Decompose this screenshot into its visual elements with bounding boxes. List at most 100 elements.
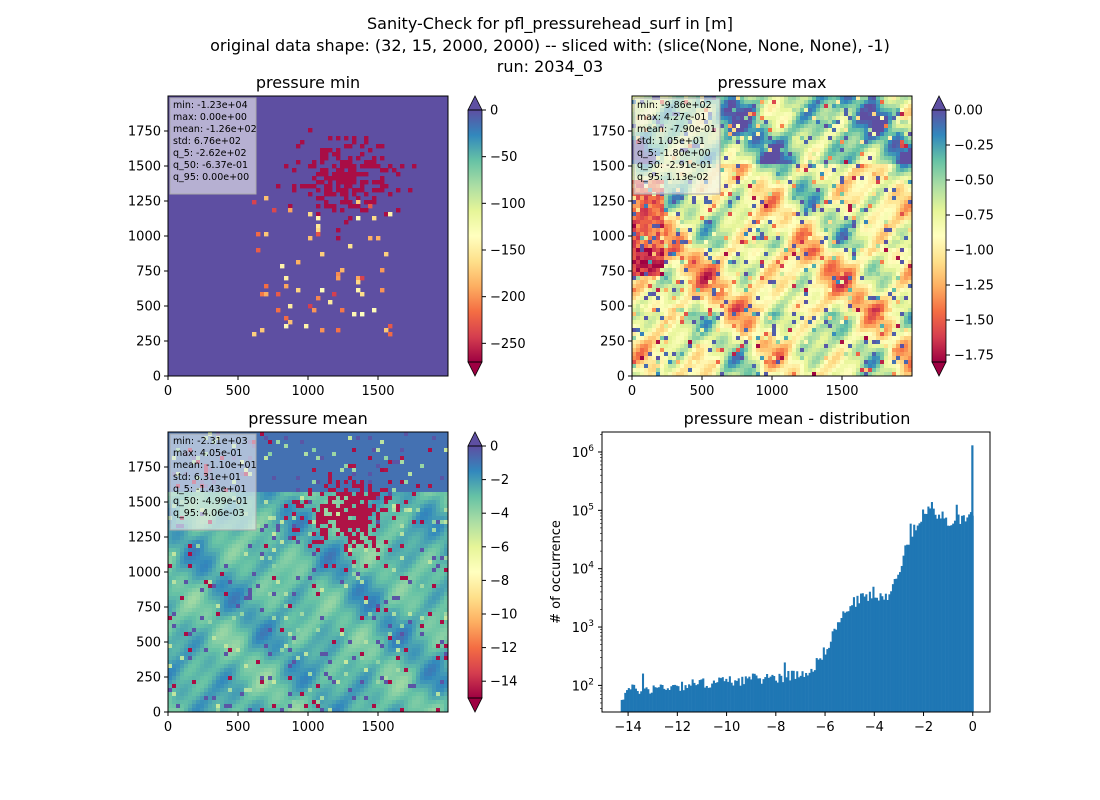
heatmap-cell: [832, 244, 837, 249]
heatmap-cell: [788, 360, 793, 365]
heatmap-cell: [780, 352, 785, 357]
heatmap-cell: [820, 144, 825, 149]
heatmap-cell: [804, 280, 809, 285]
heatmap-cell: [716, 328, 721, 333]
heatmap-cell: [884, 248, 889, 253]
heatmap-cell: [796, 124, 801, 129]
heatmap-cell: [876, 224, 881, 229]
heatmap-cell: [836, 192, 841, 197]
heatmap-cell: [748, 120, 753, 125]
heatmap-cell: [824, 116, 829, 121]
heatmap-cell: [848, 332, 853, 337]
heatmap-cell: [708, 360, 713, 365]
heatmap-cell: [908, 100, 912, 105]
heatmap-cell: [860, 320, 865, 325]
heatmap-cell: [724, 240, 729, 245]
heatmap-cell: [660, 272, 665, 277]
heatmap-cell: [848, 200, 853, 205]
heatmap-cell: [672, 260, 677, 265]
heatmap-cell: [824, 208, 829, 213]
heatmap-cell: [632, 208, 637, 213]
heatmap-cell: [816, 296, 821, 301]
heatmap-cell: [760, 124, 765, 129]
heatmap-cell: [372, 216, 377, 221]
heatmap-cell: [876, 240, 881, 245]
heatmap-cell: [400, 164, 405, 169]
heatmap-cell: [768, 192, 773, 197]
heatmap-cell: [836, 116, 841, 121]
heatmap-cell: [676, 316, 681, 321]
heatmap-cell: [892, 320, 897, 325]
heatmap-cell: [832, 312, 837, 317]
heatmap-cell: [692, 272, 697, 277]
heatmap-cell: [788, 112, 793, 117]
heatmap-cell: [904, 104, 909, 109]
heatmap-cell: [876, 260, 881, 265]
heatmap-cell: [312, 164, 317, 169]
heatmap-cell: [876, 328, 881, 333]
heatmap-cell: [756, 268, 761, 273]
heatmap-cell: [848, 104, 853, 109]
heatmap-cell: [788, 284, 793, 289]
heatmap-cell: [664, 352, 669, 357]
heatmap-cell: [884, 320, 889, 325]
heatmap-cell: [872, 212, 877, 217]
heatmap-cell: [816, 112, 821, 117]
heatmap-cell: [796, 208, 801, 213]
heatmap-cell: [856, 112, 861, 117]
heatmap-cell: [740, 268, 745, 273]
heatmap-cell: [652, 328, 657, 333]
heatmap-cell: [360, 164, 365, 169]
heatmap-cell: [844, 300, 849, 305]
heatmap-cell: [896, 296, 901, 301]
heatmap-cell: [884, 164, 889, 169]
heatmap-cell: [856, 348, 861, 353]
heatmap-cell: [676, 296, 681, 301]
heatmap-cell: [740, 220, 745, 225]
heatmap-cell: [744, 340, 749, 345]
heatmap-cell: [856, 280, 861, 285]
heatmap-cell: [684, 236, 689, 241]
heatmap-cell: [708, 292, 713, 297]
heatmap-cell: [748, 288, 753, 293]
heatmap-cell: [380, 144, 385, 149]
heatmap-cell: [700, 200, 705, 205]
heatmap-cell: [768, 196, 773, 201]
heatmap-cell: [780, 256, 785, 261]
heatmap-cell: [744, 164, 749, 169]
heatmap-cell: [824, 248, 829, 253]
heatmap-cell: [772, 204, 777, 209]
heatmap-cell: [684, 276, 689, 281]
heatmap-cell: [704, 320, 709, 325]
heatmap-cell: [660, 312, 665, 317]
heatmap-cell: [800, 264, 805, 269]
heatmap-cell: [844, 260, 849, 265]
heatmap-cell: [736, 312, 741, 317]
heatmap-cell: [748, 204, 753, 209]
heatmap-cell: [840, 276, 845, 281]
heatmap-cell: [396, 188, 401, 193]
heatmap-cell: [868, 188, 873, 193]
heatmap-cell: [888, 352, 893, 357]
heatmap-cell: [724, 196, 729, 201]
heatmap-cell: [856, 192, 861, 197]
heatmap-cell: [856, 160, 861, 165]
heatmap-cell: [712, 296, 717, 301]
heatmap-cell: [888, 208, 893, 213]
heatmap-cell: [804, 112, 809, 117]
heatmap-cell: [796, 140, 801, 145]
heatmap-cell: [644, 344, 649, 349]
heatmap-cell: [648, 292, 653, 297]
heatmap-cell: [300, 140, 305, 145]
heatmap-cell: [744, 312, 749, 317]
heatmap-cell: [648, 360, 653, 365]
heatmap-cell: [880, 176, 885, 181]
heatmap-cell: [728, 256, 733, 261]
heatmap-cell: [848, 248, 853, 253]
heatmap-cell: [704, 340, 709, 345]
heatmap-cell: [900, 256, 905, 261]
heatmap-cell: [812, 240, 817, 245]
heatmap-cell: [844, 312, 849, 317]
heatmap-cell: [832, 256, 837, 261]
heatmap-cell: [892, 96, 897, 101]
